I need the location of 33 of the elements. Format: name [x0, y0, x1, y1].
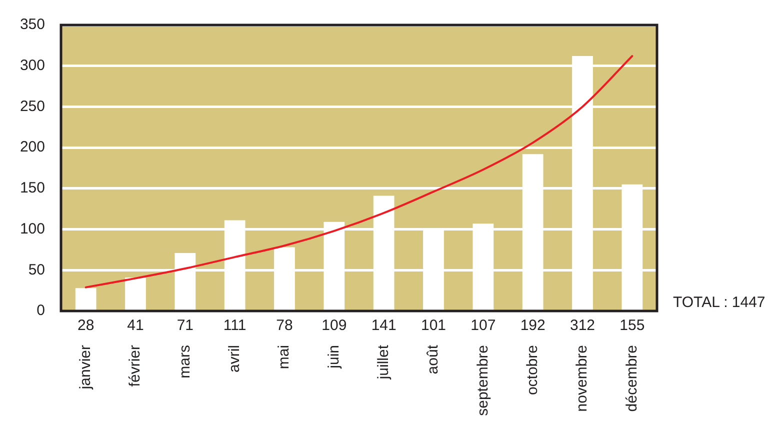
x-tick-label: décembre — [623, 345, 640, 412]
y-tick-label: 350 — [20, 16, 45, 34]
x-tick-label: janvier — [76, 344, 94, 390]
x-tick-label: mars — [176, 345, 194, 378]
y-tick-label: 0 — [36, 302, 45, 320]
data-label: 28 — [77, 317, 94, 334]
data-label: 78 — [276, 317, 293, 334]
data-label: 111 — [223, 317, 246, 334]
x-tick-label: octobre — [524, 345, 541, 396]
x-tick-label: juillet — [374, 344, 392, 380]
data-label: 107 — [470, 317, 496, 334]
y-tick-label: 50 — [28, 261, 45, 278]
x-tick-label: juin — [325, 345, 342, 370]
y-tick-label: 250 — [20, 98, 45, 115]
data-label: 101 — [420, 317, 446, 334]
x-tick-label: avril — [226, 345, 243, 373]
data-label: 141 — [371, 317, 396, 334]
data-label: 41 — [127, 317, 144, 334]
y-tick-label: 100 — [20, 220, 45, 238]
y-tick-label: 300 — [20, 57, 45, 74]
x-tick-label: août — [424, 344, 442, 374]
x-tick-label: septembre — [474, 345, 492, 416]
data-label: 312 — [570, 317, 596, 334]
x-tick-label: février — [126, 345, 144, 387]
y-tick-label: 200 — [20, 138, 45, 156]
data-label: 192 — [520, 317, 546, 334]
data-label: 109 — [322, 317, 347, 334]
x-tick-label: mai — [276, 345, 293, 370]
text: TOTAL : 1447 — [673, 294, 766, 312]
y-tick-label: 150 — [20, 180, 45, 197]
x-tick-label: novembre — [574, 345, 591, 412]
data-label: 155 — [620, 317, 645, 334]
data-label: 71 — [176, 317, 194, 334]
